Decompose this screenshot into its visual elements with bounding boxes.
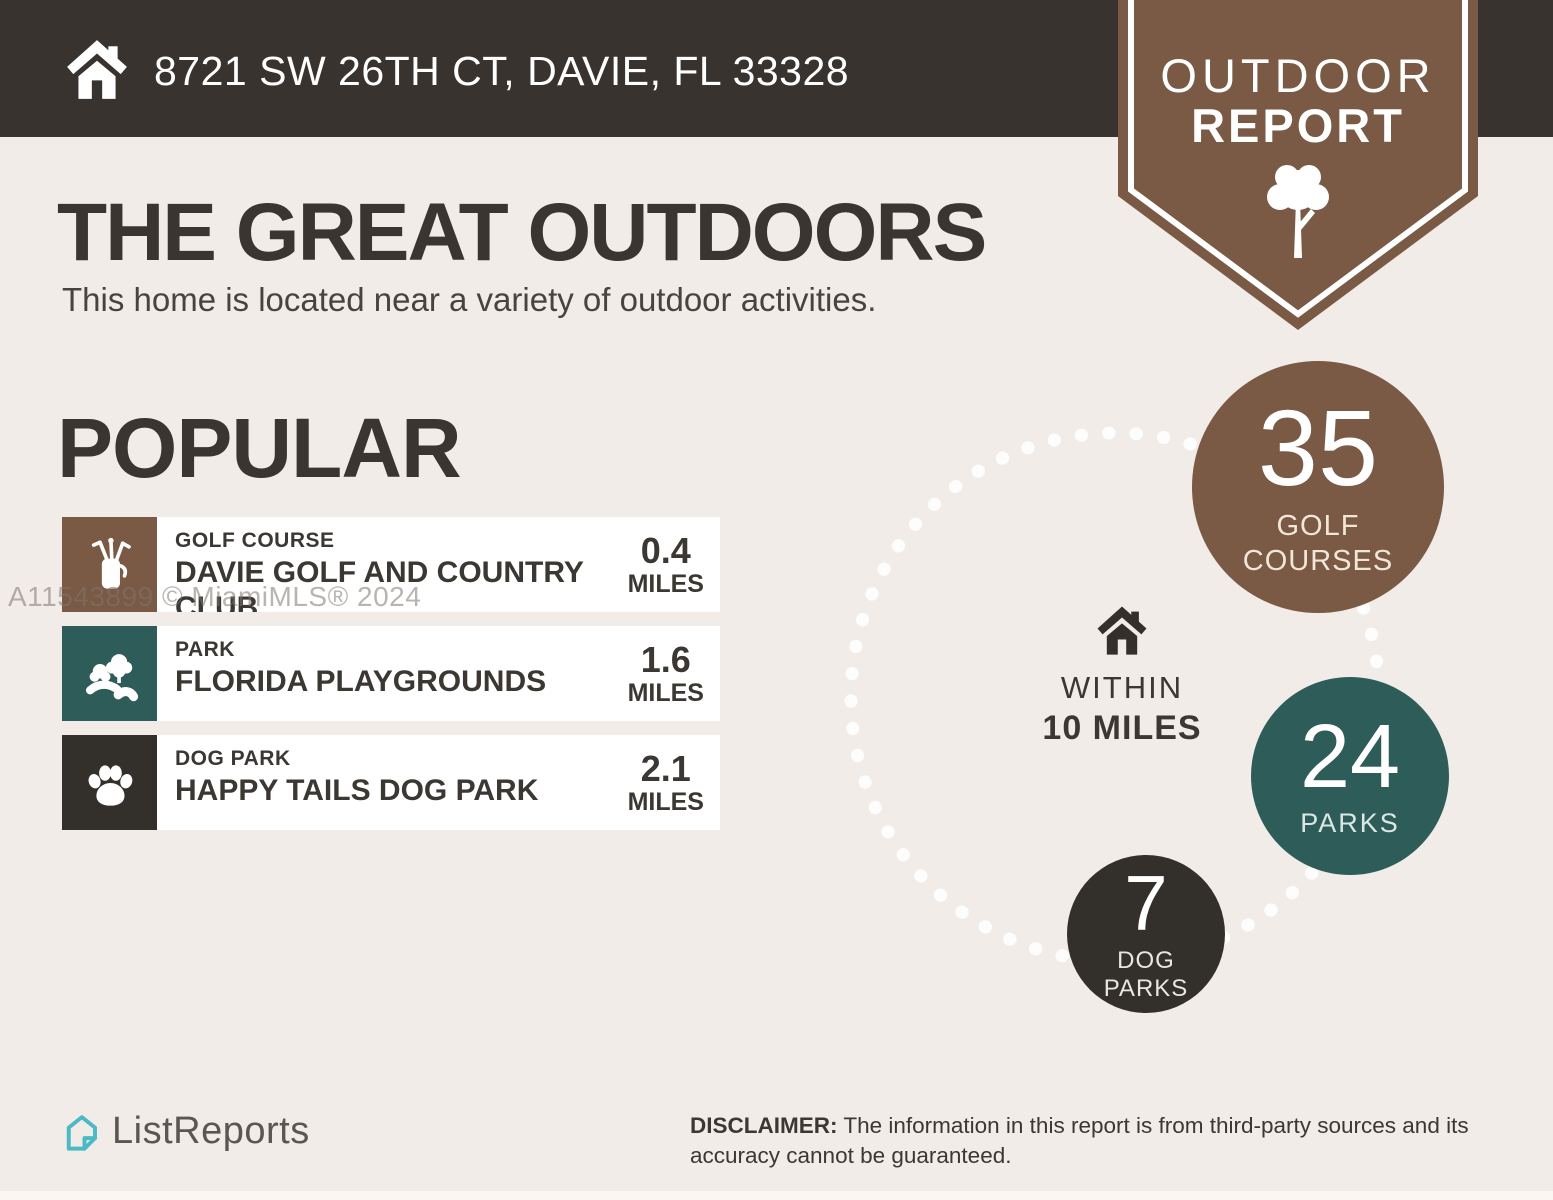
distance-unit: MILES (627, 679, 704, 707)
listreports-logo-icon (66, 1115, 97, 1151)
tree-icon (1267, 165, 1329, 258)
within-label: WITHIN (1060, 670, 1184, 705)
list-item-body: PARK FLORIDA PLAYGROUNDS 1.6 MILES (157, 626, 720, 721)
badge-title-line2: REPORT (1191, 99, 1405, 152)
stat-value: 35 (1257, 387, 1379, 509)
place-distance: 2.1 MILES (628, 735, 704, 830)
within-miles-label: 10 MILES (1042, 709, 1202, 747)
distance-value: 2.1 (640, 748, 691, 789)
list-item-body: DOG PARK HAPPY TAILS DOG PARK 2.1 MILES (157, 735, 720, 830)
list-item-golf-course: GOLF COURSE DAVIE GOLF AND COUNTRY CLUB … (62, 517, 720, 612)
place-category: PARK (175, 638, 235, 661)
place-name: DAVIE GOLF AND COUNTRY CLUB (175, 556, 584, 612)
disclaimer-label: DISCLAIMER: (690, 1113, 838, 1138)
place-name: FLORIDA PLAYGROUNDS (175, 665, 547, 698)
disclaimer-text: The information in this report is from t… (690, 1113, 1469, 1168)
stat-circle-parks: 24 PARKS (1251, 677, 1449, 875)
distance-value: 1.6 (640, 639, 691, 680)
outdoor-report-badge: OUTDOOR REPORT (1118, 0, 1478, 336)
stat-value: 24 (1299, 706, 1401, 807)
bottom-strip (0, 1191, 1553, 1200)
property-address: 8721 SW 26TH CT, DAVIE, FL 33328 (154, 48, 850, 94)
place-distance: 1.6 MILES (628, 626, 704, 721)
stat-circle-golf-courses: 35 GOLF COURSES (1192, 361, 1444, 613)
badge-shape (1118, 0, 1478, 330)
stat-value: 7 (1124, 858, 1168, 947)
distance-unit: MILES (627, 788, 704, 816)
list-item-body: GOLF COURSE DAVIE GOLF AND COUNTRY CLUB … (157, 517, 720, 612)
stat-label: DOG PARKS (1103, 947, 1189, 1003)
golf-bag-icon (62, 517, 157, 612)
listreports-brand: ListReports (112, 1109, 310, 1152)
within-radius-block: WITHIN 10 MILES (1027, 604, 1217, 748)
home-icon (67, 40, 127, 99)
page-title: THE GREAT OUTDOORS (57, 187, 987, 278)
house-icon (1097, 606, 1147, 655)
page-subtitle: This home is located near a variety of o… (62, 281, 877, 318)
list-item-dog-park: DOG PARK HAPPY TAILS DOG PARK 2.1 MILES (62, 735, 720, 830)
stat-label: GOLF COURSES (1242, 509, 1394, 577)
stat-label: PARKS (1300, 808, 1400, 839)
badge-title-line1: OUTDOOR (1160, 49, 1436, 102)
distance-value: 0.4 (640, 530, 691, 571)
distance-unit: MILES (627, 570, 704, 598)
place-distance: 0.4 MILES (628, 517, 704, 612)
mls-watermark: A11543899 © MiamiMLS® 2024 (8, 581, 422, 612)
popular-heading: POPULAR (57, 401, 462, 495)
stat-circle-dog-parks: 7 DOG PARKS (1067, 855, 1225, 1013)
place-category: GOLF COURSE (175, 529, 335, 552)
disclaimer: DISCLAIMER: The information in this repo… (690, 1111, 1480, 1171)
paw-icon (62, 735, 157, 830)
park-icon (62, 626, 157, 721)
list-item-park: PARK FLORIDA PLAYGROUNDS 1.6 MILES (62, 626, 720, 721)
place-name: HAPPY TAILS DOG PARK (175, 774, 539, 807)
popular-list: GOLF COURSE DAVIE GOLF AND COUNTRY CLUB … (62, 517, 720, 844)
place-category: DOG PARK (175, 747, 291, 770)
